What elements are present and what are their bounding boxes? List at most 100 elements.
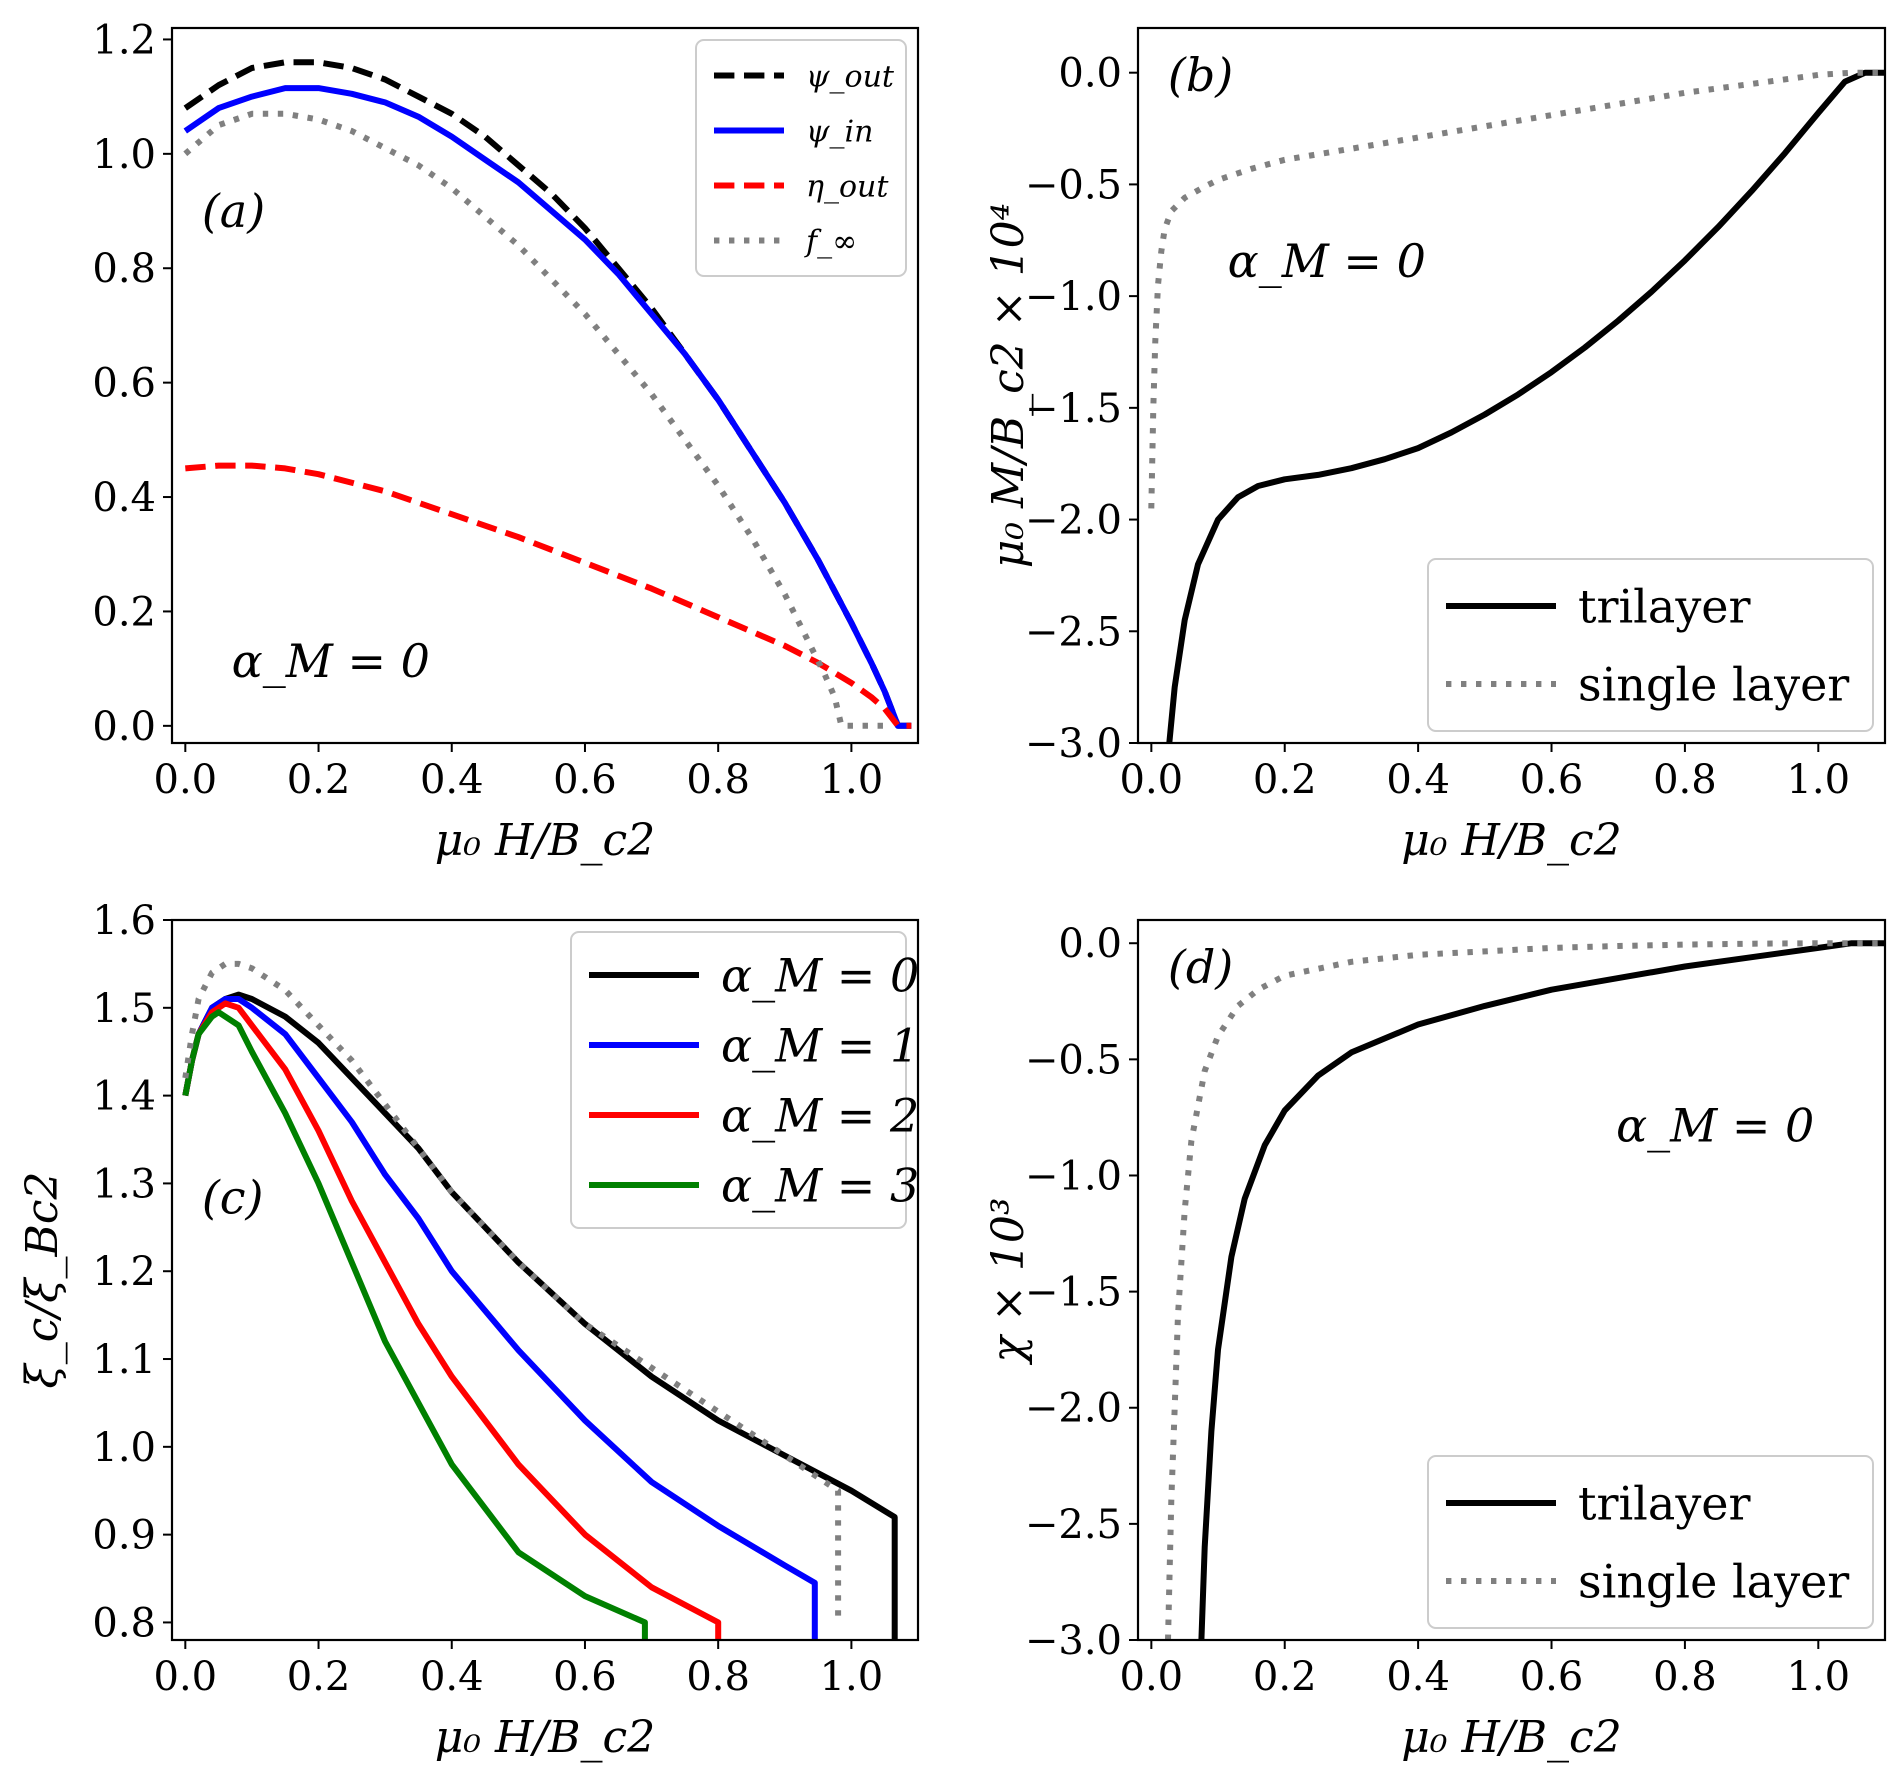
x-tick-label: 0.2 <box>1253 757 1317 803</box>
legend-label: ψ_out <box>806 59 895 94</box>
annotation: α_M = 0 <box>1228 234 1426 288</box>
panel-label: (b) <box>1168 48 1233 102</box>
y-axis-label: μ₀ M/B_c2 × 10⁴ <box>983 203 1034 569</box>
annotation: α_M = 0 <box>1616 1099 1814 1153</box>
axes-frame-d <box>1136 918 1887 1642</box>
x-tick-label: 0.0 <box>154 757 218 803</box>
axes-frame-a <box>170 26 920 745</box>
x-tick-label: 0.8 <box>1653 1654 1717 1700</box>
legend-label: single layer <box>1578 658 1849 712</box>
y-tick-label: 1.0 <box>92 1425 156 1471</box>
y-tick-label: 1.3 <box>92 1161 156 1207</box>
legend-label: η_out <box>806 169 889 204</box>
series-line-c-3 <box>182 1009 648 1640</box>
x-tick-label: 0.8 <box>686 757 750 803</box>
x-tick-label: 0.4 <box>1386 757 1450 803</box>
x-axis-label: μ₀ H/B_c2 <box>1401 815 1621 866</box>
series-line-c-1 <box>182 996 818 1640</box>
series-line-a-3 <box>183 110 892 729</box>
legend-box <box>1427 558 1874 732</box>
panel-label: (a) <box>202 184 265 238</box>
x-tick-label: 1.0 <box>820 1654 884 1700</box>
legend-box <box>695 39 907 277</box>
y-tick-label: 0.9 <box>92 1513 156 1559</box>
legend-label: α_M = 2 <box>721 1089 919 1143</box>
y-tick-label: −1.5 <box>1025 386 1122 432</box>
legend: α_M = 0 α_M = 1 α_M = 2 α_M = 3 <box>570 931 919 1229</box>
y-axis-label: ξ_c/ξ_Bc2 <box>17 1172 68 1389</box>
x-tick-label: 0.4 <box>1386 1654 1450 1700</box>
y-tick-label: 1.6 <box>92 898 156 944</box>
x-axis-label: μ₀ H/B_c2 <box>435 815 655 866</box>
y-tick-label: −0.5 <box>1025 162 1122 208</box>
x-tick-label: 0.0 <box>1120 757 1184 803</box>
x-tick-label: 0.6 <box>1520 757 1584 803</box>
y-tick-label: 1.0 <box>92 132 156 178</box>
y-axis-label: χ × 10³ <box>983 1197 1034 1365</box>
panel-c: 0.0 0.2 0.4 0.6 0.8 1.0 0.8 0.9 1.0 1.1 1.2 1.3 1.4 1… <box>17 898 919 1763</box>
legend-label: trilayer <box>1578 1477 1751 1531</box>
y-tick-label: 0.6 <box>92 361 156 407</box>
y-tick-label: −3.0 <box>1025 721 1122 767</box>
y-tick-label: 0.0 <box>1058 921 1122 967</box>
panel-d: 0.0 0.2 0.4 0.6 0.8 1.0 −3.0 −2.5 −2.0 −1.5 −1.0 −0… <box>983 918 1887 1763</box>
legend-box <box>1427 1455 1874 1629</box>
panel-label: (c) <box>202 1171 264 1225</box>
legend-box <box>570 931 907 1229</box>
series-line-b-1 <box>1148 69 1885 509</box>
x-tick-label: 0.8 <box>1653 757 1717 803</box>
x-tick-label: 0.6 <box>553 1654 617 1700</box>
axes-frame-b <box>1136 26 1887 745</box>
y-tick-label: −1.0 <box>1025 274 1122 320</box>
x-axis-label: μ₀ H/B_c2 <box>435 1712 655 1763</box>
x-tick-label: 0.4 <box>420 1654 484 1700</box>
x-tick-label: 0.2 <box>287 757 351 803</box>
x-tick-label: 1.0 <box>820 757 884 803</box>
y-tick-label: 0.0 <box>1058 51 1122 97</box>
y-tick-label: 1.2 <box>92 1249 156 1295</box>
legend-label: f_∞ <box>804 224 857 259</box>
y-tick-label: −2.0 <box>1025 1386 1122 1432</box>
x-tick-label: 1.0 <box>1786 757 1850 803</box>
legend: ψ_out ψ_in η_out f_∞ <box>695 39 907 277</box>
y-tick-label: 0.2 <box>92 589 156 635</box>
x-tick-label: 0.6 <box>1520 1654 1584 1700</box>
y-tick-label: 1.4 <box>92 1074 156 1120</box>
panel-a: 0.0 0.2 0.4 0.6 0.8 1.0 0.0 0.2 0.4 0.6 0.8 1.0 1.2 μ… <box>92 17 920 866</box>
series-line-a-1 <box>183 85 912 729</box>
y-tick-label: −2.5 <box>1025 1502 1122 1548</box>
y-tick-label: −1.5 <box>1025 1270 1122 1316</box>
y-tick-label: 0.4 <box>92 475 156 521</box>
y-tick-label: 0.0 <box>92 704 156 750</box>
x-axis-label: μ₀ H/B_c2 <box>1401 1712 1621 1763</box>
legend: trilayer single layer <box>1427 1455 1874 1629</box>
axes-frame-c <box>170 918 920 1642</box>
panel-label: (d) <box>1168 940 1233 994</box>
series-line-a-2 <box>185 462 912 729</box>
y-tick-label: 1.2 <box>92 17 156 63</box>
y-tick-label: −0.5 <box>1025 1037 1122 1083</box>
y-tick-label: −2.0 <box>1025 498 1122 544</box>
x-tick-label: 1.0 <box>1786 1654 1850 1700</box>
series-line-d-0 <box>1198 940 1885 1640</box>
y-tick-label: 0.8 <box>92 1600 156 1646</box>
legend: trilayer single layer <box>1427 558 1874 732</box>
y-tick-label: −2.5 <box>1025 609 1122 655</box>
x-tick-label: 0.0 <box>1120 1654 1184 1700</box>
x-tick-label: 0.4 <box>420 757 484 803</box>
y-tick-label: −3.0 <box>1025 1618 1122 1664</box>
legend-label: single layer <box>1578 1555 1849 1609</box>
legend-label: α_M = 3 <box>721 1159 919 1213</box>
annotation: α_M = 0 <box>232 634 430 688</box>
legend-label: ψ_in <box>806 114 873 149</box>
y-tick-label: 0.8 <box>92 246 156 292</box>
y-tick-label: 1.1 <box>92 1337 156 1383</box>
legend-label: α_M = 0 <box>721 949 919 1003</box>
x-tick-label: 0.6 <box>553 757 617 803</box>
x-tick-label: 0.0 <box>154 1654 218 1700</box>
x-tick-label: 0.2 <box>287 1654 351 1700</box>
series-line-b-0 <box>1166 69 1885 743</box>
y-tick-label: 1.5 <box>92 986 156 1032</box>
legend-label: trilayer <box>1578 580 1751 634</box>
